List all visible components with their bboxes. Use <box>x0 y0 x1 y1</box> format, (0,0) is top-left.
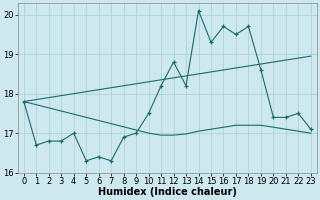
X-axis label: Humidex (Indice chaleur): Humidex (Indice chaleur) <box>98 187 237 197</box>
